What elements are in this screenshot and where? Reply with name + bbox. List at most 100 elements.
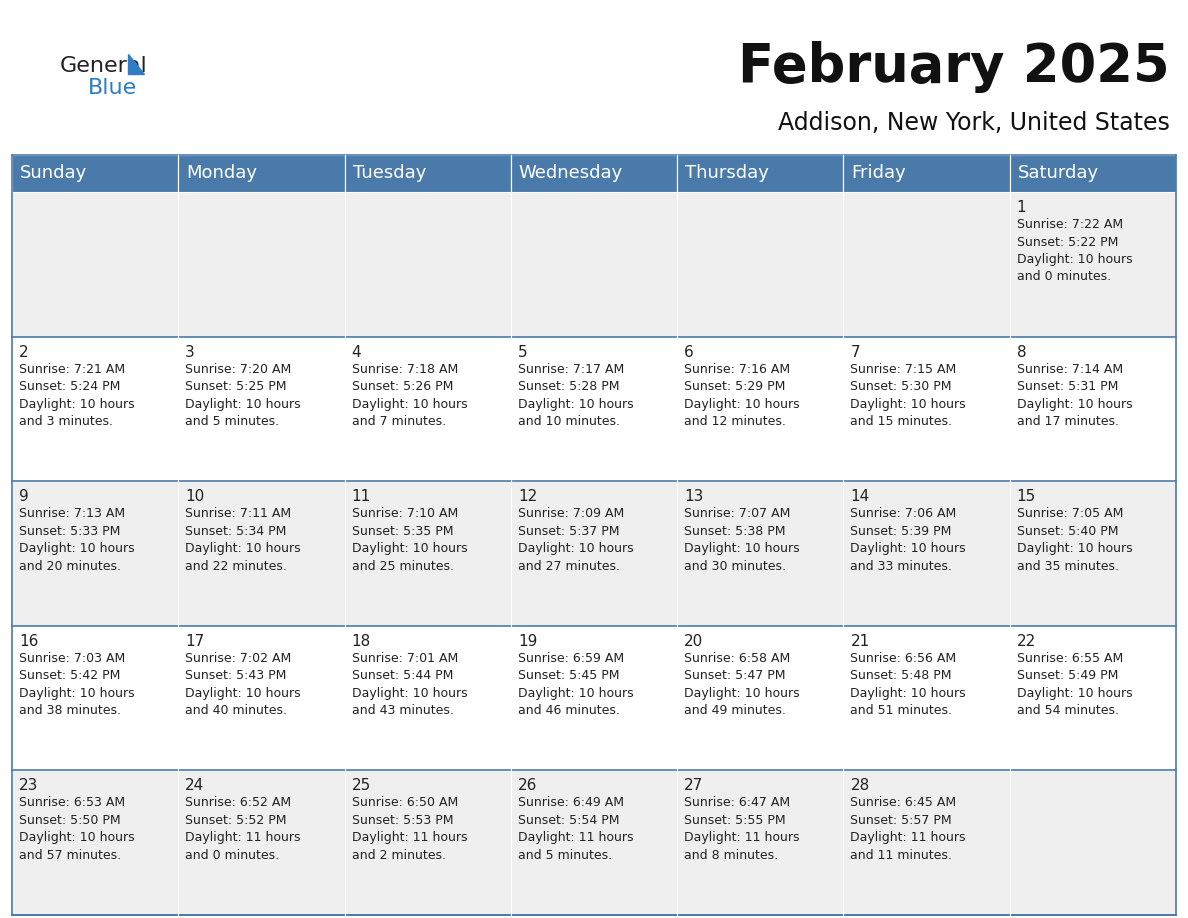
Bar: [843, 192, 1010, 337]
Text: Monday: Monday: [187, 164, 258, 183]
Text: Sunrise: 6:47 AM
Sunset: 5:55 PM
Daylight: 11 hours
and 8 minutes.: Sunrise: 6:47 AM Sunset: 5:55 PM Dayligh…: [684, 797, 800, 862]
Text: Thursday: Thursday: [685, 164, 769, 183]
Text: Sunrise: 6:58 AM
Sunset: 5:47 PM
Daylight: 10 hours
and 49 minutes.: Sunrise: 6:58 AM Sunset: 5:47 PM Dayligh…: [684, 652, 800, 717]
Text: 22: 22: [1017, 633, 1036, 649]
Text: Sunrise: 7:07 AM
Sunset: 5:38 PM
Daylight: 10 hours
and 30 minutes.: Sunrise: 7:07 AM Sunset: 5:38 PM Dayligh…: [684, 508, 800, 573]
Bar: [677, 337, 843, 481]
Bar: [1010, 626, 1176, 770]
Text: 28: 28: [851, 778, 870, 793]
Text: 6: 6: [684, 344, 694, 360]
Text: Sunrise: 7:21 AM
Sunset: 5:24 PM
Daylight: 10 hours
and 3 minutes.: Sunrise: 7:21 AM Sunset: 5:24 PM Dayligh…: [19, 363, 134, 428]
Bar: [178, 481, 345, 626]
Text: Sunrise: 6:59 AM
Sunset: 5:45 PM
Daylight: 10 hours
and 46 minutes.: Sunrise: 6:59 AM Sunset: 5:45 PM Dayligh…: [518, 652, 633, 717]
Text: 2: 2: [19, 344, 29, 360]
Bar: [345, 192, 511, 337]
Text: 19: 19: [518, 633, 537, 649]
Text: Addison, New York, United States: Addison, New York, United States: [778, 111, 1170, 135]
Text: February 2025: February 2025: [739, 41, 1170, 93]
Text: Sunrise: 7:16 AM
Sunset: 5:29 PM
Daylight: 10 hours
and 12 minutes.: Sunrise: 7:16 AM Sunset: 5:29 PM Dayligh…: [684, 363, 800, 428]
Bar: [843, 337, 1010, 481]
Text: Sunrise: 7:20 AM
Sunset: 5:25 PM
Daylight: 10 hours
and 5 minutes.: Sunrise: 7:20 AM Sunset: 5:25 PM Dayligh…: [185, 363, 301, 428]
Bar: [12, 155, 178, 192]
Text: Blue: Blue: [88, 78, 138, 98]
Bar: [12, 770, 178, 915]
Bar: [511, 155, 677, 192]
Text: Friday: Friday: [852, 164, 906, 183]
Text: 25: 25: [352, 778, 371, 793]
Bar: [511, 770, 677, 915]
Bar: [511, 192, 677, 337]
Bar: [1010, 481, 1176, 626]
Text: Saturday: Saturday: [1018, 164, 1099, 183]
Text: Sunrise: 6:56 AM
Sunset: 5:48 PM
Daylight: 10 hours
and 51 minutes.: Sunrise: 6:56 AM Sunset: 5:48 PM Dayligh…: [851, 652, 966, 717]
Text: Sunrise: 7:14 AM
Sunset: 5:31 PM
Daylight: 10 hours
and 17 minutes.: Sunrise: 7:14 AM Sunset: 5:31 PM Dayligh…: [1017, 363, 1132, 428]
Text: Sunrise: 7:02 AM
Sunset: 5:43 PM
Daylight: 10 hours
and 40 minutes.: Sunrise: 7:02 AM Sunset: 5:43 PM Dayligh…: [185, 652, 301, 717]
Bar: [345, 626, 511, 770]
Bar: [345, 770, 511, 915]
Bar: [511, 626, 677, 770]
Bar: [345, 155, 511, 192]
Text: Sunrise: 7:03 AM
Sunset: 5:42 PM
Daylight: 10 hours
and 38 minutes.: Sunrise: 7:03 AM Sunset: 5:42 PM Dayligh…: [19, 652, 134, 717]
Text: Sunrise: 7:11 AM
Sunset: 5:34 PM
Daylight: 10 hours
and 22 minutes.: Sunrise: 7:11 AM Sunset: 5:34 PM Dayligh…: [185, 508, 301, 573]
Text: Sunrise: 6:52 AM
Sunset: 5:52 PM
Daylight: 11 hours
and 0 minutes.: Sunrise: 6:52 AM Sunset: 5:52 PM Dayligh…: [185, 797, 301, 862]
Bar: [843, 481, 1010, 626]
Text: Sunrise: 6:50 AM
Sunset: 5:53 PM
Daylight: 11 hours
and 2 minutes.: Sunrise: 6:50 AM Sunset: 5:53 PM Dayligh…: [352, 797, 467, 862]
Text: General: General: [61, 56, 147, 76]
Text: Sunrise: 7:17 AM
Sunset: 5:28 PM
Daylight: 10 hours
and 10 minutes.: Sunrise: 7:17 AM Sunset: 5:28 PM Dayligh…: [518, 363, 633, 428]
Bar: [178, 626, 345, 770]
Text: Sunrise: 6:53 AM
Sunset: 5:50 PM
Daylight: 10 hours
and 57 minutes.: Sunrise: 6:53 AM Sunset: 5:50 PM Dayligh…: [19, 797, 134, 862]
Text: 15: 15: [1017, 489, 1036, 504]
Text: 24: 24: [185, 778, 204, 793]
Text: Sunrise: 7:22 AM
Sunset: 5:22 PM
Daylight: 10 hours
and 0 minutes.: Sunrise: 7:22 AM Sunset: 5:22 PM Dayligh…: [1017, 218, 1132, 284]
Bar: [843, 770, 1010, 915]
Text: Tuesday: Tuesday: [353, 164, 426, 183]
Bar: [843, 155, 1010, 192]
Bar: [12, 192, 178, 337]
Text: 12: 12: [518, 489, 537, 504]
Bar: [178, 337, 345, 481]
Bar: [178, 770, 345, 915]
Bar: [677, 192, 843, 337]
Text: 1: 1: [1017, 200, 1026, 215]
Text: 9: 9: [19, 489, 29, 504]
Text: 21: 21: [851, 633, 870, 649]
Text: 4: 4: [352, 344, 361, 360]
Bar: [178, 155, 345, 192]
Text: 14: 14: [851, 489, 870, 504]
Text: Sunrise: 6:55 AM
Sunset: 5:49 PM
Daylight: 10 hours
and 54 minutes.: Sunrise: 6:55 AM Sunset: 5:49 PM Dayligh…: [1017, 652, 1132, 717]
Text: Sunrise: 7:10 AM
Sunset: 5:35 PM
Daylight: 10 hours
and 25 minutes.: Sunrise: 7:10 AM Sunset: 5:35 PM Dayligh…: [352, 508, 467, 573]
Text: Sunrise: 7:09 AM
Sunset: 5:37 PM
Daylight: 10 hours
and 27 minutes.: Sunrise: 7:09 AM Sunset: 5:37 PM Dayligh…: [518, 508, 633, 573]
Text: Sunrise: 6:45 AM
Sunset: 5:57 PM
Daylight: 11 hours
and 11 minutes.: Sunrise: 6:45 AM Sunset: 5:57 PM Dayligh…: [851, 797, 966, 862]
Text: Sunrise: 7:05 AM
Sunset: 5:40 PM
Daylight: 10 hours
and 35 minutes.: Sunrise: 7:05 AM Sunset: 5:40 PM Dayligh…: [1017, 508, 1132, 573]
Bar: [677, 481, 843, 626]
Text: 7: 7: [851, 344, 860, 360]
Text: Sunday: Sunday: [20, 164, 87, 183]
Text: 3: 3: [185, 344, 195, 360]
Text: 11: 11: [352, 489, 371, 504]
Bar: [1010, 337, 1176, 481]
Text: 10: 10: [185, 489, 204, 504]
Text: 16: 16: [19, 633, 38, 649]
Text: 8: 8: [1017, 344, 1026, 360]
Bar: [1010, 770, 1176, 915]
Text: 5: 5: [518, 344, 527, 360]
Bar: [1010, 155, 1176, 192]
Bar: [12, 337, 178, 481]
Bar: [345, 481, 511, 626]
Bar: [677, 155, 843, 192]
Bar: [12, 481, 178, 626]
Bar: [511, 481, 677, 626]
Text: 13: 13: [684, 489, 703, 504]
Text: Sunrise: 7:13 AM
Sunset: 5:33 PM
Daylight: 10 hours
and 20 minutes.: Sunrise: 7:13 AM Sunset: 5:33 PM Dayligh…: [19, 508, 134, 573]
Bar: [511, 337, 677, 481]
Text: 23: 23: [19, 778, 38, 793]
Bar: [345, 337, 511, 481]
Text: 26: 26: [518, 778, 537, 793]
Text: Sunrise: 7:15 AM
Sunset: 5:30 PM
Daylight: 10 hours
and 15 minutes.: Sunrise: 7:15 AM Sunset: 5:30 PM Dayligh…: [851, 363, 966, 428]
Text: 27: 27: [684, 778, 703, 793]
Bar: [178, 192, 345, 337]
Text: Sunrise: 7:01 AM
Sunset: 5:44 PM
Daylight: 10 hours
and 43 minutes.: Sunrise: 7:01 AM Sunset: 5:44 PM Dayligh…: [352, 652, 467, 717]
Bar: [843, 626, 1010, 770]
Polygon shape: [128, 54, 144, 74]
Text: 17: 17: [185, 633, 204, 649]
